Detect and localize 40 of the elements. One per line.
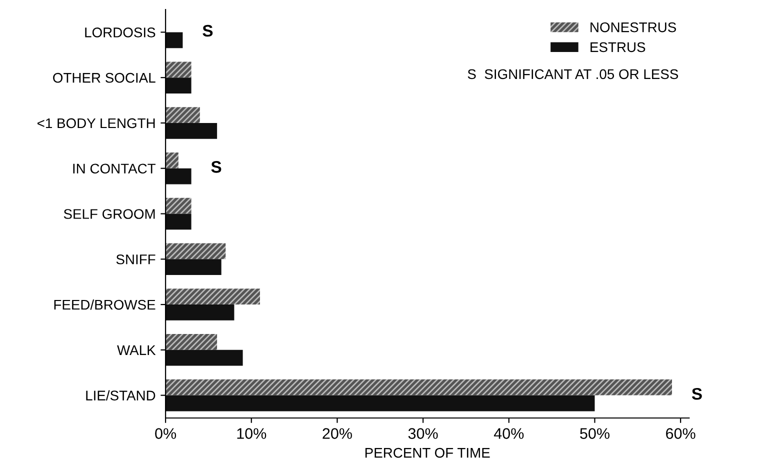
x-tick-label: 50% (580, 428, 610, 439)
bar (166, 78, 192, 94)
y-tick-label: IN CONTACT (73, 164, 156, 174)
x-tick-label: 30% (408, 428, 438, 439)
bar (166, 198, 192, 214)
y-tick-label: SNIFF (116, 254, 156, 264)
y-tick-label: <1 BODY LENGTH (38, 118, 155, 128)
bar (166, 32, 183, 48)
annotation: S (211, 161, 222, 173)
x-tick-label: 40% (494, 428, 524, 439)
y-tick-label: SELF GROOM (64, 209, 155, 219)
bar (166, 62, 192, 78)
y-tick-label: OTHER SOCIAL (53, 72, 156, 83)
bar (166, 168, 192, 184)
bar (166, 214, 192, 230)
annotation: S (202, 24, 213, 37)
y-tick-label: LIE/STAND (86, 390, 156, 400)
legend-label: ESTRUS (590, 42, 646, 52)
x-tick-label: 0% (155, 428, 176, 439)
y-tick-label: FEED/BROWSE (54, 299, 156, 310)
bar (166, 379, 672, 396)
bar (166, 304, 234, 320)
bar (166, 288, 260, 305)
x-axis-title: PERCENT OF TIME (365, 448, 490, 458)
annotation: S (692, 388, 702, 400)
bar (166, 243, 226, 260)
x-tick-label: 10% (237, 428, 266, 439)
annotation: S SIGNIFICANT AT .05 OR LESS (468, 69, 678, 80)
bar (166, 395, 595, 412)
x-tick-label: 60% (666, 428, 696, 439)
y-tick-label: LORDOSIS (85, 28, 156, 38)
bar (166, 122, 218, 139)
bar (166, 350, 243, 366)
legend-label: NONESTRUS (590, 22, 676, 32)
bar (166, 259, 222, 276)
bar (166, 334, 218, 350)
y-tick-label: WALK (117, 345, 156, 355)
bar (166, 152, 178, 168)
x-tick-label: 20% (322, 428, 352, 439)
bar (166, 107, 200, 123)
